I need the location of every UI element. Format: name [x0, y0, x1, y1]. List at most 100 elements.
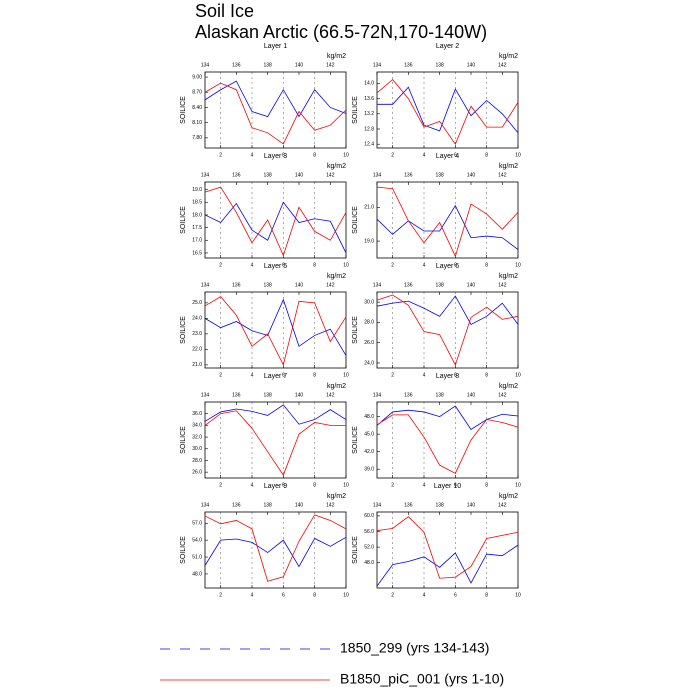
- x2-tick-label: 136: [404, 392, 413, 398]
- x2-tick-label: 140: [467, 62, 476, 68]
- x-tick-label: 6: [454, 152, 457, 158]
- x2-tick-label: 142: [498, 502, 507, 508]
- x-tick-label: 4: [251, 592, 254, 598]
- x2-tick-label: 142: [498, 392, 507, 398]
- x-tick-label: 10: [343, 152, 349, 158]
- units-label: kg/m2: [499, 53, 518, 60]
- y-tick-label: 13.2: [364, 111, 374, 117]
- x2-tick-label: 136: [404, 282, 413, 288]
- y-tick-label: 42.0: [364, 449, 374, 455]
- x2-tick-label: 136: [232, 62, 241, 68]
- x-tick-label: 2: [219, 372, 222, 378]
- y-tick-label: 19.0: [364, 238, 374, 244]
- y-tick-label: 57.0: [192, 521, 202, 527]
- panel: Layer 9 kg/m2 SOILICE 2 4 6 8 10 134 136 138 140 142…: [180, 483, 349, 598]
- x-tick-label: 10: [343, 262, 349, 268]
- y-tick-label: 17.5: [192, 225, 202, 231]
- x2-tick-label: 140: [295, 282, 304, 288]
- x2-tick-label: 138: [435, 172, 444, 178]
- panel-title: Layer 4: [436, 153, 459, 160]
- panel: Layer 4 kg/m2 SOILICE 2 4 6 8 10 134 136 138 140 142…: [352, 153, 521, 268]
- y-tick-label: 19.0: [192, 187, 202, 193]
- y-tick-label: 12.8: [364, 126, 374, 132]
- y-tick-label: 17.0: [192, 238, 202, 244]
- x2-tick-label: 142: [326, 502, 335, 508]
- x2-tick-label: 134: [373, 282, 382, 288]
- x-tick-label: 6: [282, 152, 285, 158]
- x2-tick-label: 134: [201, 62, 210, 68]
- panel-title: Layer 10: [434, 483, 461, 490]
- x-tick-label: 10: [515, 592, 521, 598]
- x2-tick-label: 138: [263, 172, 272, 178]
- panel-title: Layer 1: [264, 43, 287, 50]
- series-line: [204, 201, 347, 254]
- x2-tick-label: 136: [404, 62, 413, 68]
- x2-tick-label: 134: [373, 62, 382, 68]
- x2-tick-label: 136: [232, 502, 241, 508]
- series-line: [204, 296, 347, 367]
- y-tick-label: 8.10: [192, 120, 202, 126]
- y-tick-label: 18.0: [192, 212, 202, 218]
- plot-frame: [376, 181, 519, 259]
- x-tick-label: 10: [515, 152, 521, 158]
- x2-tick-label: 138: [263, 392, 272, 398]
- x2-tick-label: 138: [263, 282, 272, 288]
- panel-title: Layer 6: [436, 263, 459, 270]
- x2-tick-label: 140: [467, 282, 476, 288]
- y-tick-label: 13.6: [364, 96, 374, 102]
- units-label: kg/m2: [327, 493, 346, 500]
- y-tick-label: 26.0: [364, 340, 374, 346]
- y-tick-label: 28.0: [364, 320, 374, 326]
- panel: Layer 3 kg/m2 SOILICE 2 4 6 8 10 134 136 138 140 142…: [180, 153, 349, 268]
- x2-tick-label: 140: [295, 62, 304, 68]
- x-tick-label: 2: [391, 482, 394, 488]
- x2-tick-label: 138: [435, 62, 444, 68]
- x2-tick-label: 134: [201, 502, 210, 508]
- series-line: [204, 514, 347, 582]
- x2-tick-label: 138: [435, 502, 444, 508]
- y-tick-label: 32.0: [192, 434, 202, 440]
- x-tick-label: 8: [313, 262, 316, 268]
- y-tick-label: 7.80: [192, 135, 202, 141]
- x2-tick-label: 140: [295, 392, 304, 398]
- x-tick-label: 4: [251, 262, 254, 268]
- y-tick-label: 60.0: [364, 513, 374, 519]
- units-label: kg/m2: [499, 493, 518, 500]
- figure-title: Soil Ice: [195, 1, 254, 21]
- x2-tick-label: 136: [232, 392, 241, 398]
- x-tick-label: 4: [251, 482, 254, 488]
- panel-title: Layer 2: [436, 43, 459, 50]
- plot-frame: [376, 71, 519, 149]
- y-tick-label: 34.0: [192, 423, 202, 429]
- series-line: [376, 294, 519, 366]
- x-tick-label: 6: [282, 592, 285, 598]
- y-tick-label: 24.0: [364, 360, 374, 366]
- x-tick-label: 8: [313, 372, 316, 378]
- x2-tick-label: 134: [201, 282, 210, 288]
- x-tick-label: 2: [219, 262, 222, 268]
- x2-tick-label: 134: [201, 392, 210, 398]
- series-line: [376, 186, 519, 258]
- units-label: kg/m2: [327, 273, 346, 280]
- x-tick-label: 6: [454, 372, 457, 378]
- y-tick-label: 30.0: [192, 446, 202, 452]
- series-line: [376, 516, 519, 579]
- y-tick-label: 30.0: [364, 299, 374, 305]
- x-tick-label: 6: [454, 592, 457, 598]
- series-line: [204, 404, 347, 425]
- x-tick-label: 2: [219, 152, 222, 158]
- x2-tick-label: 134: [373, 392, 382, 398]
- plot-frame: [376, 511, 519, 589]
- series-line: [376, 405, 519, 431]
- y-tick-label: 9.00: [192, 74, 202, 80]
- x-tick-label: 8: [313, 152, 316, 158]
- x-tick-label: 8: [485, 482, 488, 488]
- x-tick-label: 2: [219, 592, 222, 598]
- series-line: [377, 86, 519, 134]
- y-tick-label: 56.0: [364, 529, 374, 535]
- plot-frame: [204, 71, 347, 149]
- y-tick-label: 52.0: [364, 544, 374, 550]
- x2-tick-label: 138: [263, 62, 272, 68]
- units-label: kg/m2: [499, 383, 518, 390]
